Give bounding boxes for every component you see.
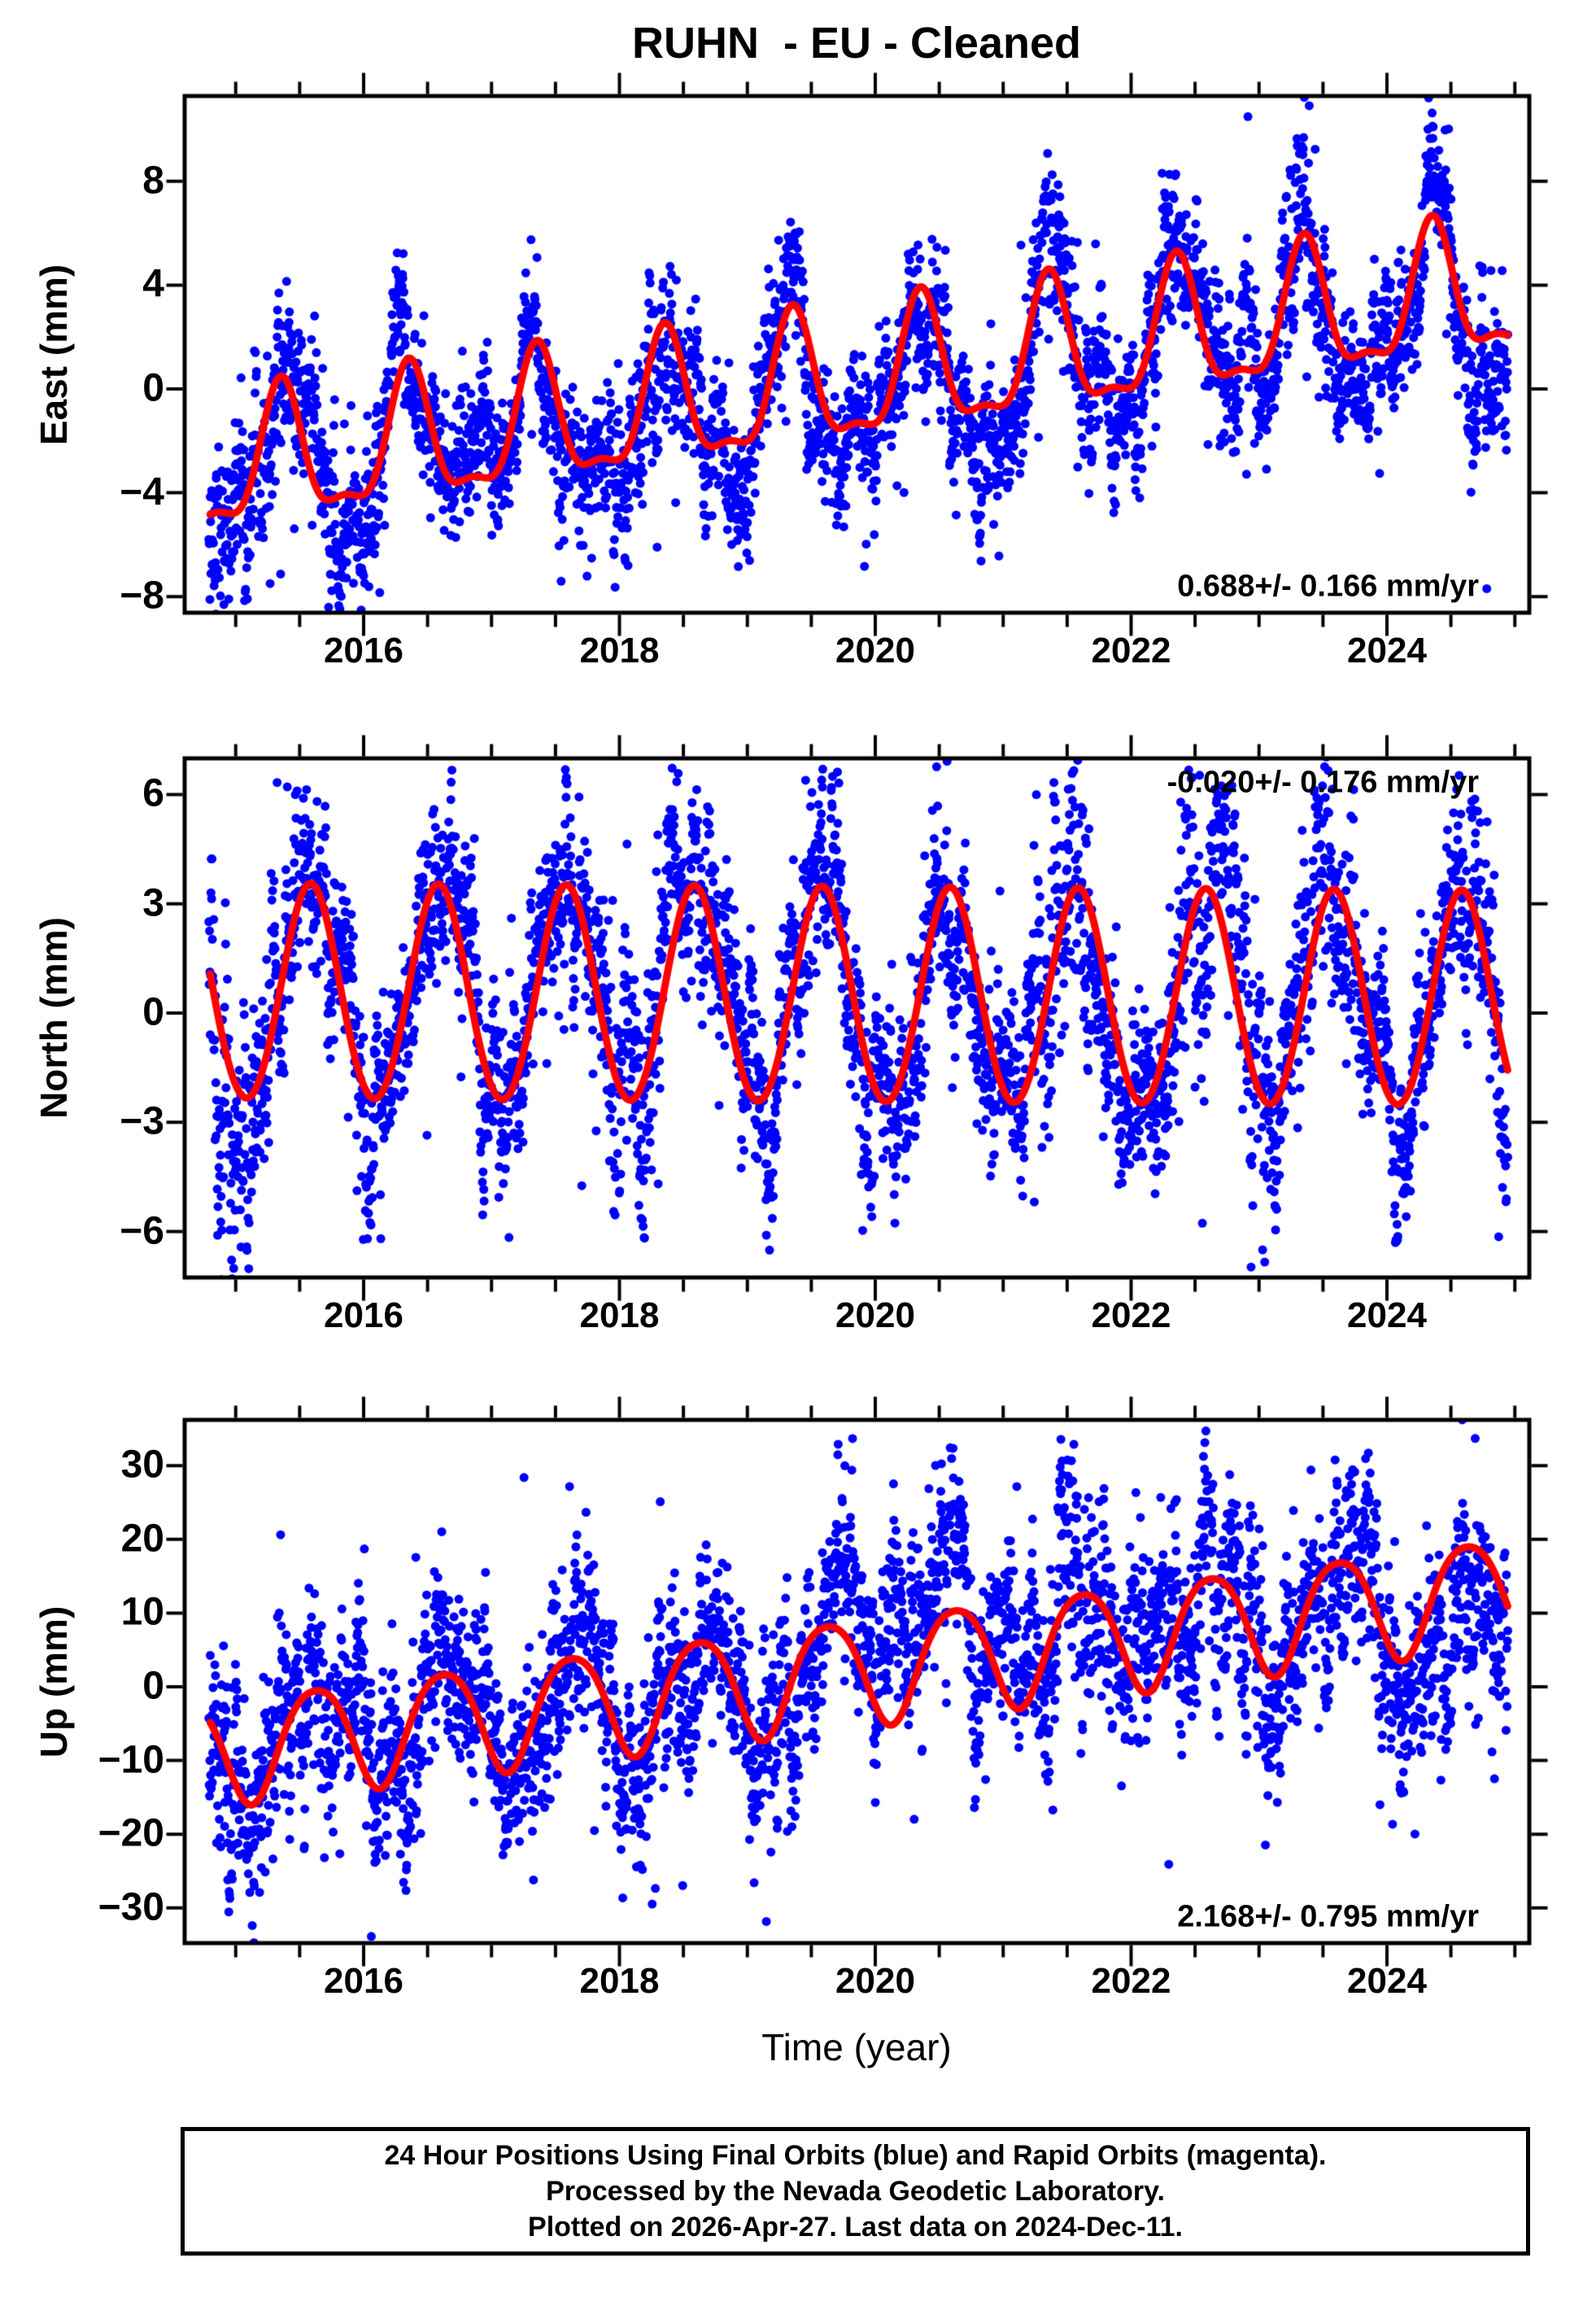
x-tick-label-east: 2022: [1091, 631, 1171, 670]
footer-line-orbits: 24 Hour Positions Using Final Orbits (bl…: [384, 2140, 1327, 2171]
y-tick-label-up: −10: [98, 1737, 164, 1781]
page-title: RUHN - EU - Cleaned: [631, 19, 1082, 68]
y-tick-label-east: 4: [142, 262, 164, 306]
x-tick-label-east: 2018: [579, 631, 660, 670]
y-tick-label-up: −20: [98, 1811, 164, 1855]
x-tick-label-north: 2024: [1347, 1295, 1427, 1335]
y-tick-label-north: 0: [142, 990, 164, 1034]
velocity-annotation-up: 2.168+/- 0.795 mm/yr: [1177, 1899, 1479, 1934]
y-axis-title-north: North (mm): [33, 917, 75, 1119]
x-tick-label-up: 2016: [324, 1961, 403, 2001]
footer-box: 24 Hour Positions Using Final Orbits (bl…: [181, 2127, 1530, 2256]
velocity-annotation-east: 0.688+/- 0.166 mm/yr: [1177, 569, 1479, 604]
x-tick-label-east: 2024: [1347, 631, 1427, 670]
y-tick-label-east: 0: [142, 366, 164, 410]
x-axis-title: Time (year): [761, 2026, 952, 2068]
x-tick-label-up: 2020: [835, 1961, 915, 2001]
y-tick-label-up: 0: [142, 1664, 164, 1708]
x-tick-label-north: 2018: [579, 1295, 660, 1335]
x-tick-label-east: 2016: [324, 631, 403, 670]
y-tick-label-up: 10: [120, 1590, 164, 1634]
velocity-annotation-north: -0.020+/- 0.176 mm/yr: [1166, 765, 1479, 800]
y-tick-label-up: 30: [120, 1443, 164, 1487]
y-tick-label-up: 20: [120, 1517, 164, 1561]
x-tick-label-up: 2024: [1347, 1961, 1427, 2001]
y-tick-label-north: −6: [120, 1209, 164, 1253]
y-tick-label-up: −30: [98, 1885, 164, 1929]
x-tick-label-east: 2020: [835, 631, 915, 670]
y-tick-label-east: 8: [142, 159, 164, 203]
y-axis-title-east: East (mm): [33, 264, 75, 445]
y-axis-title-up: Up (mm): [33, 1605, 75, 1758]
x-tick-label-north: 2022: [1091, 1295, 1171, 1335]
y-tick-label-east: −4: [120, 469, 164, 513]
x-tick-label-up: 2018: [579, 1961, 660, 2001]
x-tick-label-up: 2022: [1091, 1961, 1171, 2001]
y-tick-label-north: −3: [120, 1099, 164, 1143]
y-tick-label-north: 3: [142, 881, 164, 925]
y-tick-label-north: 6: [142, 771, 164, 815]
x-tick-label-north: 2016: [324, 1295, 403, 1335]
footer-line-plot-dates: Plotted on 2026-Apr-27. Last data on 202…: [528, 2212, 1183, 2243]
x-tick-label-north: 2020: [835, 1295, 915, 1335]
y-tick-label-east: −8: [120, 574, 164, 618]
footer-line-processed-by: Processed by the Nevada Geodetic Laborat…: [546, 2176, 1165, 2207]
